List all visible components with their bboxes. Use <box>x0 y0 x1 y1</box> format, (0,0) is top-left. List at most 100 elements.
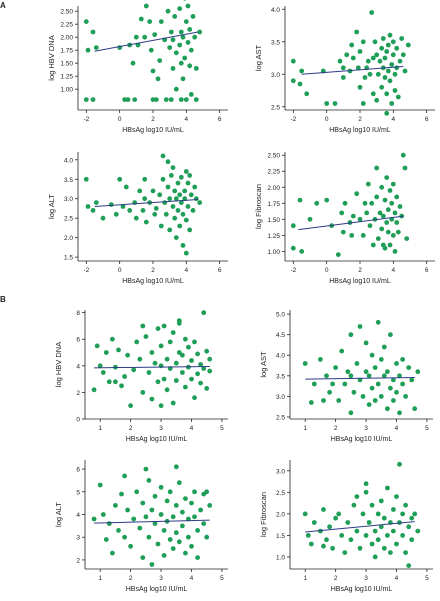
data-point <box>83 97 89 102</box>
data-point <box>307 216 313 222</box>
data-point <box>372 554 378 560</box>
x-axis-label: HBsAg log10 IU/mL <box>329 278 391 285</box>
x-tick-label: 0 <box>325 116 329 123</box>
y-tick-label: 5 <box>76 489 80 496</box>
x-tick-label: 4 <box>185 267 189 274</box>
data-point <box>187 227 193 233</box>
data-point <box>158 484 164 490</box>
data-point <box>201 310 207 316</box>
data-point <box>314 200 320 206</box>
fit-line <box>305 376 415 380</box>
data-point <box>143 514 149 520</box>
data-point <box>172 215 178 221</box>
data-point <box>395 229 401 235</box>
data-point <box>158 223 164 229</box>
data-point <box>302 511 308 517</box>
data-point <box>143 3 149 9</box>
data-point <box>100 512 106 517</box>
y-tick-label: 1.5 <box>276 533 285 540</box>
panel-label: A <box>0 1 6 10</box>
data-point <box>384 91 390 97</box>
x-tick-label: -2 <box>290 267 296 274</box>
data-point <box>183 250 189 256</box>
y-tick-label: 3.5 <box>276 373 285 380</box>
data-point <box>178 29 184 35</box>
data-point <box>387 242 393 248</box>
data-point <box>327 389 332 395</box>
data-point <box>299 68 305 74</box>
data-point <box>403 502 408 508</box>
data-point <box>400 533 405 538</box>
x-tick-label: 2 <box>151 116 155 123</box>
data-point <box>140 500 146 506</box>
data-point <box>142 196 148 202</box>
data-point <box>192 34 198 40</box>
data-point <box>134 339 140 345</box>
data-point <box>349 42 355 48</box>
data-point <box>394 389 399 395</box>
x-tick-label: 4 <box>392 116 396 123</box>
y-tick-label: 2.25 <box>267 169 280 176</box>
scatter-chart-2: 2.5 3.0 3.5 4.0 -2 0 2 4 6 HBsAg log10 IU/mL log A… <box>254 6 435 134</box>
data-point <box>173 360 179 366</box>
data-point <box>167 537 173 542</box>
data-point <box>103 537 109 542</box>
data-point <box>397 461 402 467</box>
data-point <box>195 371 201 377</box>
data-point <box>192 395 197 401</box>
data-point <box>388 332 393 338</box>
data-point <box>415 369 421 375</box>
data-point <box>406 365 412 370</box>
data-point <box>148 47 154 53</box>
x-axis-label: HBsAg log10 IU/mL <box>122 127 184 134</box>
data-point <box>183 217 189 223</box>
data-point <box>342 550 348 555</box>
data-point <box>122 374 127 379</box>
data-point <box>170 66 176 71</box>
data-point <box>91 516 97 522</box>
panel-label: B <box>0 295 6 304</box>
data-point <box>415 528 421 534</box>
data-point <box>198 507 204 513</box>
y-tick-label: 2.50 <box>60 9 73 16</box>
data-point <box>308 541 314 547</box>
data-point <box>357 324 363 329</box>
scatter-chart-5: 0 2 4 6 8 1 2 3 4 5 HBsAg log10 IU/mL log HBV DNA <box>54 310 228 443</box>
y-tick-label: 1.0 <box>276 554 285 561</box>
data-point <box>400 381 405 387</box>
data-point <box>185 204 191 209</box>
data-point <box>330 545 335 551</box>
data-point <box>360 511 366 517</box>
data-point <box>142 34 148 40</box>
data-point <box>132 97 138 102</box>
data-point <box>381 344 387 350</box>
data-point <box>183 0 187 1</box>
data-point <box>103 350 109 355</box>
data-point <box>391 507 396 512</box>
data-point <box>140 323 146 329</box>
data-point <box>354 528 360 534</box>
data-point <box>207 503 213 508</box>
data-point <box>339 210 345 216</box>
data-point <box>374 97 380 103</box>
data-point <box>374 52 380 58</box>
data-point <box>394 194 400 200</box>
x-tick-label: 6 <box>218 116 222 123</box>
data-point <box>149 562 155 567</box>
y-tick-label: 8 <box>76 310 80 317</box>
x-tick-label: -2 <box>83 116 89 123</box>
x-tick-label: 0 <box>118 267 122 274</box>
data-point <box>311 381 317 387</box>
data-point <box>348 537 354 543</box>
data-point <box>130 60 136 66</box>
data-point <box>366 373 372 379</box>
data-point <box>354 494 360 499</box>
y-tick-label: 1.75 <box>60 48 73 55</box>
y-tick-label: 2.00 <box>267 185 280 192</box>
data-point <box>363 481 369 487</box>
x-axis-label: HBsAg log10 IU/mL <box>126 436 188 443</box>
x-tick-label: 1 <box>98 425 102 432</box>
data-point <box>189 500 194 506</box>
y-axis-label: log ALT <box>47 194 56 219</box>
data-point <box>357 49 363 54</box>
